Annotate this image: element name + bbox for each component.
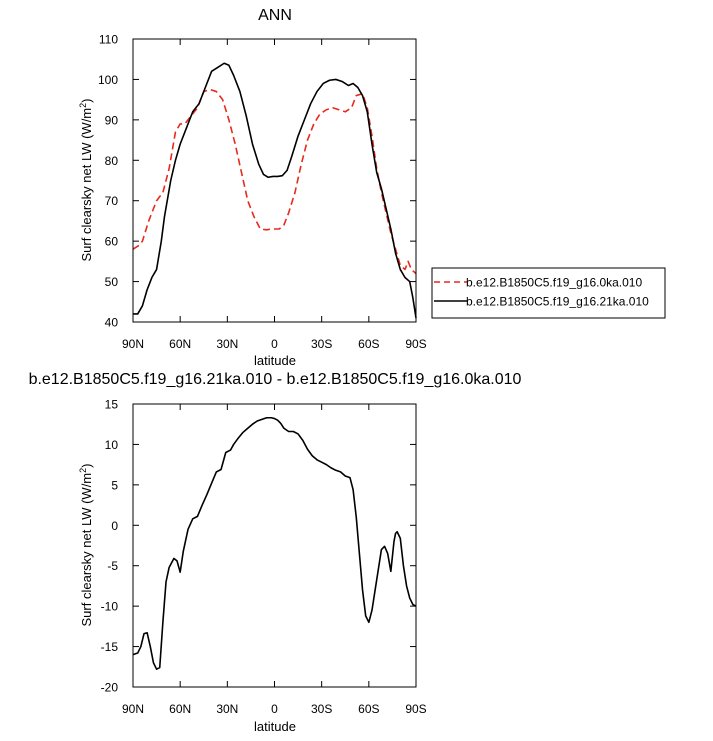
top-y-axis-label-sup: 2 (78, 103, 88, 108)
bottom-ytick-label-2: -10 (101, 600, 119, 614)
top-y-axis-label-close: ) (79, 99, 94, 103)
top-x-axis-label: latitude (254, 353, 296, 368)
top-ytick-label-5: 90 (105, 113, 119, 127)
top-ytick-label-1: 50 (105, 275, 119, 289)
top-xtick-label-5: 60S (358, 337, 379, 351)
bottom-ytick-label-6: 10 (105, 438, 119, 452)
top-ytick-label-7: 110 (99, 33, 118, 47)
top-ytick-label-3: 70 (105, 194, 119, 208)
bottom-y-axis-label-close: ) (79, 464, 94, 468)
bottom-series-group (132, 416, 417, 671)
bottom-xtick-label-6: 90S (405, 702, 426, 716)
top-series-line-1 (133, 62, 417, 319)
top-xtick-label-0: 90N (122, 337, 144, 351)
bottom-y-axis-label-sup: 2 (78, 468, 88, 473)
top-xtick-label-4: 30S (311, 337, 332, 351)
top-ytick-label-4: 80 (105, 154, 119, 168)
top-y-ticks: 40 50 60 70 80 90 100 110 (98, 33, 416, 330)
top-legend: b.e12.B1850C5.f19_g16.0ka.010 b.e12.B185… (431, 267, 666, 319)
top-chart-title: ANN (258, 7, 292, 24)
bottom-xtick-label-0: 90N (122, 702, 144, 716)
bottom-ytick-label-0: -20 (101, 681, 119, 695)
top-ytick-label-0: 40 (105, 316, 119, 330)
bottom-series-line-0 (132, 416, 417, 671)
top-x-ticks: 90N 60N 30N 0 30S 60S 90S (122, 39, 427, 351)
bottom-y-axis-label-main: Surf clearsky net LW (W/m (79, 473, 94, 627)
bottom-chart-title: b.e12.B1850C5.f19_g16.21ka.010 - b.e12.B… (29, 371, 522, 388)
top-xtick-label-1: 60N (169, 337, 191, 351)
bottom-y-axis-label: Surf clearsky net LW (W/m2) (78, 464, 94, 627)
bottom-xtick-label-2: 30N (216, 702, 238, 716)
legend-label-0ka: b.e12.B1850C5.f19_g16.0ka.010 (466, 276, 642, 290)
bottom-xtick-label-5: 60S (358, 702, 379, 716)
bottom-ytick-label-5: 5 (111, 478, 118, 492)
bottom-xtick-label-4: 30S (311, 702, 332, 716)
top-y-axis-label-main: Surf clearsky net LW (W/m (79, 108, 94, 262)
bottom-ytick-label-1: -15 (101, 640, 119, 654)
top-xtick-label-6: 90S (405, 337, 426, 351)
bottom-x-ticks: 90N 60N 30N 0 30S 60S 90S (122, 404, 427, 716)
top-legend-box (431, 267, 666, 319)
top-ytick-label-6: 100 (98, 73, 118, 87)
bottom-y-ticks: -20 -15 -10 -5 0 5 10 15 (101, 398, 416, 695)
bottom-chart: b.e12.B1850C5.f19_g16.21ka.010 - b.e12.B… (29, 371, 522, 734)
top-ytick-label-2: 60 (105, 235, 119, 249)
bottom-ytick-label-4: 0 (111, 519, 118, 533)
top-plot-frame (132, 38, 417, 323)
legend-label-21ka: b.e12.B1850C5.f19_g16.21ka.010 (466, 295, 649, 309)
bottom-x-axis-label: latitude (254, 719, 296, 734)
bottom-xtick-label-1: 60N (169, 702, 191, 716)
bottom-ytick-label-3: -5 (107, 559, 118, 573)
bottom-plot-frame (132, 403, 417, 688)
top-xtick-label-2: 30N (216, 337, 238, 351)
top-series-group (132, 62, 417, 319)
top-y-axis-label: Surf clearsky net LW (W/m2) (78, 99, 94, 262)
top-xtick-label-3: 0 (271, 337, 278, 351)
bottom-xtick-label-3: 0 (271, 702, 278, 716)
bottom-ytick-label-7: 15 (105, 398, 119, 412)
top-series-line-0 (132, 88, 417, 275)
